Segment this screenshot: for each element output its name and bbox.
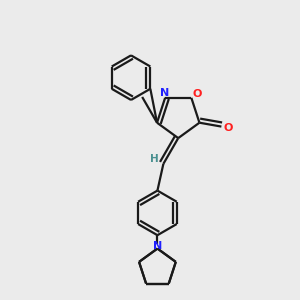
Text: N: N <box>160 88 169 98</box>
Text: H: H <box>150 154 159 164</box>
Text: O: O <box>223 123 232 133</box>
Text: O: O <box>192 89 201 99</box>
Text: N: N <box>153 241 162 250</box>
